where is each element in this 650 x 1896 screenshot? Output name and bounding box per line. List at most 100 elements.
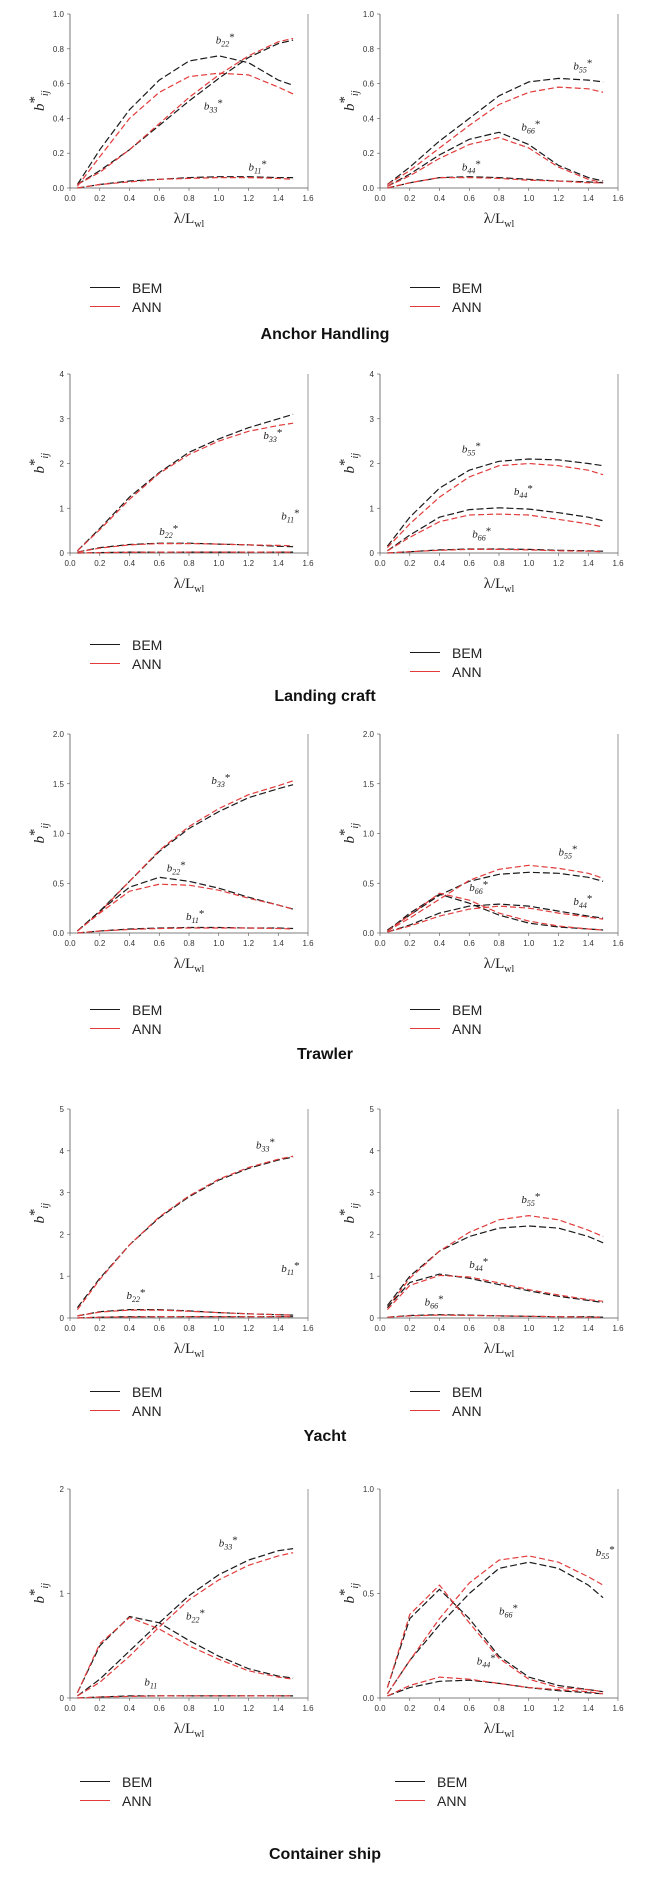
y-tick-label: 1 [60, 1590, 65, 1599]
annotation-b22: b22* [216, 32, 235, 49]
legend-swatch-ann [90, 306, 120, 307]
annotation-b44: b44* [462, 159, 481, 176]
x-tick-label: 0.2 [404, 559, 416, 568]
x-tick-label: 0.4 [124, 194, 136, 203]
y-tick-label: 0 [60, 549, 65, 558]
x-tick-label: 0.0 [374, 939, 386, 948]
legend-item-ann: ANN [410, 297, 482, 316]
x-tick-label: 1.0 [523, 1704, 535, 1713]
series-line-bem-b44 [387, 507, 604, 552]
y-tick-label: 0 [60, 1694, 65, 1703]
legend-swatch-ann [410, 306, 440, 307]
y-tick-label: 2 [60, 460, 65, 469]
y-tick-label: 0.0 [53, 184, 65, 193]
annotation-b22: b22* [186, 1608, 205, 1625]
legend-swatch-bem [90, 1391, 120, 1392]
legend-label-bem: BEM [452, 644, 483, 661]
annotation-b11: b11 [144, 1676, 157, 1690]
y-tick-label: 0 [370, 1314, 375, 1323]
x-tick-label: 0.6 [154, 194, 166, 203]
annotation-b44: b44* [573, 893, 592, 910]
legend-item-ann: ANN [410, 1019, 482, 1038]
legend-item-ann: ANN [410, 1401, 482, 1420]
legend-swatch-bem [395, 1781, 425, 1782]
x-tick-label: 0.2 [94, 194, 106, 203]
series-line-ann-b33 [76, 422, 294, 552]
series-line-ann-b22 [77, 1309, 294, 1317]
annotation-b33: b33* [204, 98, 223, 115]
x-tick-label: 0.6 [464, 1324, 476, 1333]
series-line-bem-b44 [387, 1679, 604, 1697]
x-tick-label: 1.6 [302, 939, 314, 948]
legend-label-ann: ANN [132, 655, 162, 672]
y-tick-label: 0.6 [363, 80, 375, 89]
legend-swatch-bem [90, 644, 120, 645]
x-tick-label: 1.4 [273, 939, 285, 948]
legend-swatch-bem [410, 652, 440, 653]
legend-landing-craft-right: BEM ANN [410, 643, 482, 681]
x-tick-label: 0.6 [464, 194, 476, 203]
legend-label-ann: ANN [132, 298, 162, 315]
x-tick-label: 0.4 [434, 194, 446, 203]
y-tick-label: 0.6 [53, 80, 65, 89]
annotation-b33: b33* [211, 772, 230, 789]
series-line-bem-b44 [387, 903, 604, 933]
x-tick-label: 0.6 [154, 939, 166, 948]
x-tick-label: 1.6 [302, 559, 314, 568]
x-tick-label: 0.2 [94, 1324, 106, 1333]
x-tick-label: 1.4 [273, 1704, 285, 1713]
x-tick-label: 0.4 [434, 939, 446, 948]
chart-svg: 0.0 0.2 0.4 0.6 0.8 1.0 1.2 1.4 1.6 0.0 0.5 1.0 b*ij… [337, 1485, 624, 1740]
y-tick-label: 0.0 [363, 1694, 375, 1703]
x-tick-label: 0.8 [183, 194, 195, 203]
y-tick-label: 0.4 [53, 114, 65, 123]
legend-label-bem: BEM [132, 636, 163, 653]
y-tick-label: 2 [60, 1485, 65, 1494]
series-line-bem-b22 [77, 1309, 294, 1317]
annotation-b66: b66* [499, 1602, 518, 1619]
legend-item-bem: BEM [90, 1382, 162, 1401]
legend-container-ship-right: BEM ANN [395, 1772, 467, 1810]
legend-label-bem: BEM [132, 279, 163, 296]
y-tick-label: 3 [370, 415, 375, 424]
legend-item-bem: BEM [90, 1000, 162, 1019]
x-tick-label: 0.6 [154, 559, 166, 568]
x-tick-label: 0.6 [154, 1324, 166, 1333]
x-tick-label: 0.2 [404, 1324, 416, 1333]
y-tick-label: 1 [370, 1272, 375, 1281]
legend-item-ann: ANN [395, 1791, 467, 1810]
y-tick-label: 2.0 [363, 730, 375, 739]
x-tick-label: 1.0 [523, 939, 535, 948]
x-tick-label: 0.0 [374, 1704, 386, 1713]
x-tick-label: 0.0 [64, 939, 76, 948]
series-line-bem-b33 [77, 1548, 294, 1697]
legend-label-ann: ANN [452, 298, 482, 315]
legend-anchor-handling-right: BEM ANN [410, 278, 482, 316]
series-line-bem-b22 [76, 55, 294, 185]
x-axis-label: λ/Lwl [174, 956, 205, 975]
annotation-b11: b11* [281, 507, 299, 524]
series-line-ann-b22 [77, 883, 294, 932]
legend-item-ann: ANN [90, 654, 162, 673]
chart-svg: 0.0 0.2 0.4 0.6 0.8 1.0 1.2 1.4 1.6 0 1 2 3 4 b*ij λ/Lw… [27, 370, 314, 595]
x-tick-label: 1.2 [243, 559, 255, 568]
y-tick-label: 1.0 [363, 1485, 375, 1494]
section-title-container-ship: Container ship [268, 1846, 381, 1863]
x-tick-label: 1.6 [612, 939, 624, 948]
x-tick-label: 1.0 [523, 1324, 535, 1333]
y-tick-label: 1.5 [53, 780, 65, 789]
x-tick-label: 1.6 [612, 194, 624, 203]
chart-landing-craft-right: 0.0 0.2 0.4 0.6 0.8 1.0 1.2 1.4 1.6 0 1 2 3 4 b*ij λ/Lw… [330, 360, 630, 605]
legend-item-bem: BEM [410, 278, 482, 297]
legend-item-bem: BEM [90, 278, 162, 297]
section-title-landing-craft: Landing craft [274, 688, 376, 705]
legend-swatch-ann [90, 1410, 120, 1411]
x-tick-label: 0.8 [183, 1324, 195, 1333]
x-axis-label: λ/Lwl [484, 1341, 515, 1360]
y-tick-label: 0 [60, 1314, 65, 1323]
series-line-bem-b44 [386, 1273, 604, 1308]
legend-swatch-ann [395, 1800, 425, 1801]
chart-container-ship-right: 0.0 0.2 0.4 0.6 0.8 1.0 1.2 1.4 1.6 0.0 0.5 1.0 b*ij… [330, 1475, 630, 1750]
series-line-bem-b66 [386, 1588, 604, 1693]
series-line-ann-b11 [77, 927, 294, 934]
